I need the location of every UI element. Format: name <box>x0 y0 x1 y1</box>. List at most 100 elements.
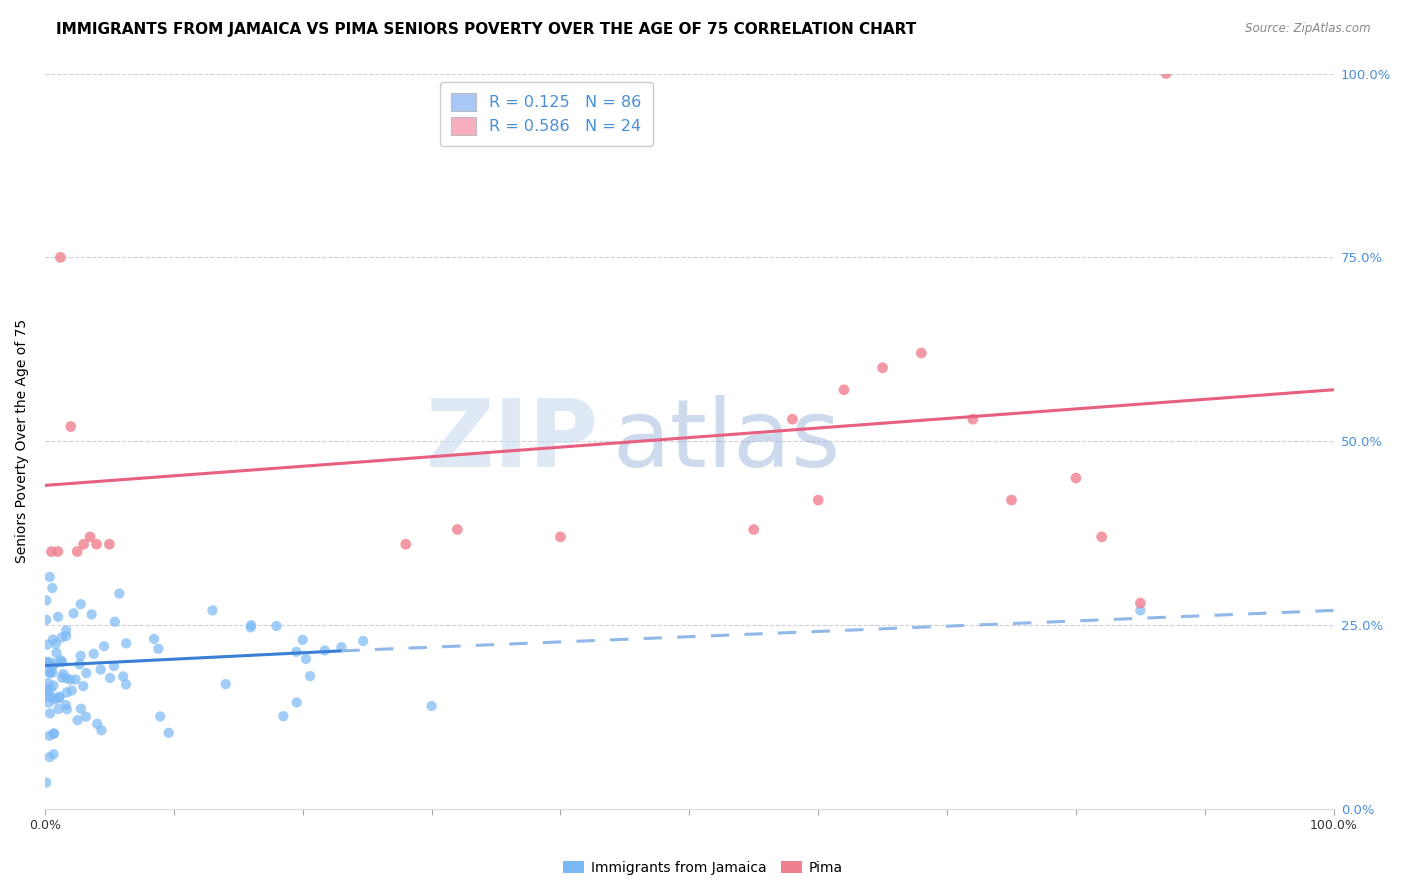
Point <box>83 647 105 661</box>
Point <box>55 629 77 643</box>
Point <box>52 667 75 681</box>
Point <box>69 597 91 611</box>
Point <box>962 412 984 426</box>
Point <box>103 659 125 673</box>
Point <box>1091 530 1114 544</box>
Point <box>201 603 224 617</box>
Point <box>148 641 170 656</box>
Point <box>72 679 94 693</box>
Point <box>39 665 62 680</box>
Point <box>86 717 108 731</box>
Point <box>37 638 59 652</box>
Legend: R = 0.125   N = 86, R = 0.586   N = 24: R = 0.125 N = 86, R = 0.586 N = 24 <box>440 81 652 146</box>
Legend: Immigrants from Jamaica, Pima: Immigrants from Jamaica, Pima <box>558 855 848 880</box>
Point <box>41 665 63 680</box>
Point <box>41 581 63 595</box>
Text: IMMIGRANTS FROM JAMAICA VS PIMA SENIORS POVERTY OVER THE AGE OF 75 CORRELATION C: IMMIGRANTS FROM JAMAICA VS PIMA SENIORS … <box>56 22 917 37</box>
Point <box>75 709 97 723</box>
Point <box>93 639 115 653</box>
Point <box>35 657 58 672</box>
Point <box>273 709 295 723</box>
Y-axis label: Seniors Poverty Over the Age of 75: Seniors Poverty Over the Age of 75 <box>15 319 30 564</box>
Point <box>1154 66 1177 80</box>
Point <box>742 523 765 537</box>
Point <box>782 412 804 426</box>
Point <box>51 655 73 669</box>
Point <box>72 537 94 551</box>
Point <box>239 620 262 634</box>
Point <box>42 727 65 741</box>
Point <box>550 530 572 544</box>
Point <box>98 671 121 685</box>
Point <box>60 683 83 698</box>
Point <box>51 631 73 645</box>
Point <box>39 706 62 721</box>
Point <box>38 696 60 710</box>
Point <box>35 682 58 697</box>
Point <box>112 669 135 683</box>
Point <box>42 747 65 762</box>
Point <box>38 570 60 584</box>
Point <box>49 653 72 667</box>
Point <box>59 673 82 687</box>
Point <box>46 610 69 624</box>
Point <box>872 360 894 375</box>
Point <box>285 645 308 659</box>
Point <box>104 615 127 629</box>
Point <box>66 713 89 727</box>
Point <box>66 544 89 558</box>
Point <box>48 702 70 716</box>
Point <box>1129 603 1152 617</box>
Point <box>69 657 91 672</box>
Point <box>42 678 65 692</box>
Point <box>266 619 288 633</box>
Point <box>55 698 77 712</box>
Point <box>143 632 166 646</box>
Point <box>285 696 308 710</box>
Point <box>35 613 58 627</box>
Point <box>910 346 932 360</box>
Text: atlas: atlas <box>612 395 841 487</box>
Point <box>65 673 87 687</box>
Point <box>51 671 73 685</box>
Point <box>38 665 60 680</box>
Point <box>38 655 60 669</box>
Point <box>38 750 60 764</box>
Point <box>35 775 58 789</box>
Point <box>48 690 70 704</box>
Point <box>86 537 108 551</box>
Point <box>55 671 77 685</box>
Point <box>352 634 374 648</box>
Point <box>314 643 336 657</box>
Point <box>56 702 79 716</box>
Point <box>149 709 172 723</box>
Point <box>59 419 82 434</box>
Point <box>45 637 67 651</box>
Point <box>330 640 353 655</box>
Point <box>55 624 77 638</box>
Point <box>41 544 63 558</box>
Point <box>108 586 131 600</box>
Point <box>115 636 138 650</box>
Point <box>45 657 67 671</box>
Point <box>45 646 67 660</box>
Point <box>37 690 59 704</box>
Point <box>98 537 121 551</box>
Point <box>42 690 65 705</box>
Point <box>90 663 112 677</box>
Point <box>299 669 322 683</box>
Text: ZIP: ZIP <box>426 395 599 487</box>
Point <box>70 702 93 716</box>
Point <box>42 726 65 740</box>
Point <box>42 632 65 647</box>
Point <box>1000 493 1022 508</box>
Point <box>1064 471 1087 485</box>
Point <box>79 530 101 544</box>
Point <box>157 726 180 740</box>
Point <box>832 383 855 397</box>
Point <box>291 632 314 647</box>
Point <box>44 692 66 706</box>
Point <box>37 676 59 690</box>
Point <box>41 659 63 673</box>
Point <box>115 677 138 691</box>
